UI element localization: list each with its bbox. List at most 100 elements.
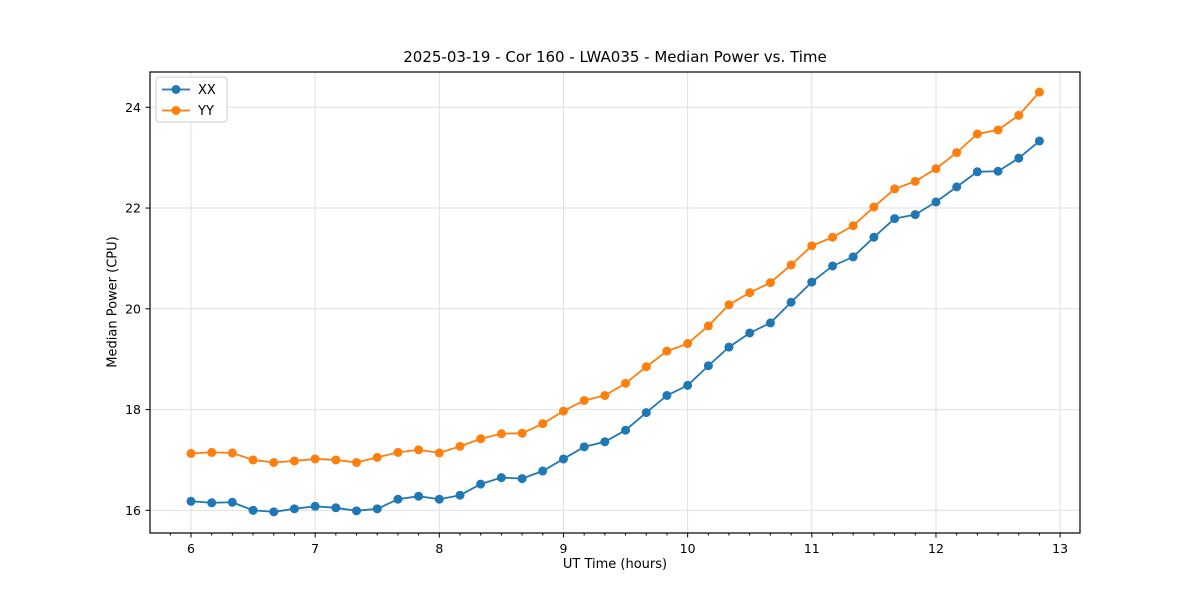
data-point: [558, 406, 568, 416]
data-point: [579, 442, 589, 452]
legend-box: [155, 76, 228, 123]
tick-labels: 6 7 8 9 10 11 12 13 16 18 20 22 24: [125, 100, 1068, 556]
data-point: [414, 491, 424, 501]
data-point: [227, 448, 237, 458]
data-point: [807, 241, 817, 251]
data-point: [662, 390, 672, 400]
data-point: [807, 277, 817, 287]
data-point: [641, 362, 651, 372]
data-point: [683, 380, 693, 390]
legend-item-YY: YY: [162, 104, 214, 119]
data-point: [641, 408, 651, 418]
y-axis-label: Median Power (CPU): [105, 236, 121, 368]
data-point: [600, 390, 610, 400]
data-point: [207, 447, 217, 457]
data-point: [517, 474, 527, 484]
data-point: [724, 342, 734, 352]
x-tick-label: 13: [1052, 541, 1068, 556]
x-tick-label: 7: [311, 541, 319, 556]
data-point: [745, 328, 755, 338]
data-point: [972, 167, 982, 177]
data-point: [931, 164, 941, 174]
data-point: [828, 232, 838, 242]
data-point: [848, 221, 858, 231]
data-point: [186, 496, 196, 506]
data-point: [538, 419, 548, 429]
series-YY: [186, 87, 1044, 467]
data-point: [890, 214, 900, 224]
y-tick-label: 24: [125, 100, 141, 115]
y-tick-label: 20: [125, 301, 141, 316]
data-point: [621, 378, 631, 388]
data-point: [765, 318, 775, 328]
data-point: [393, 447, 403, 457]
data-point: [1014, 110, 1024, 120]
data-point: [869, 202, 879, 212]
data-point: [476, 434, 486, 444]
data-point: [414, 445, 424, 455]
data-point: [662, 346, 672, 356]
data-point: [683, 339, 693, 349]
data-point: [434, 448, 444, 458]
data-point: [538, 466, 548, 476]
data-point: [1014, 153, 1024, 163]
data-point: [931, 197, 941, 207]
data-point: [765, 278, 775, 288]
data-point: [310, 454, 320, 464]
data-point: [496, 429, 506, 439]
x-axis-label: UT Time (hours): [562, 557, 668, 572]
y-tick-label: 18: [125, 402, 141, 417]
data-point: [952, 148, 962, 158]
data-point: [207, 498, 217, 508]
data-point: [1034, 136, 1044, 146]
chart-title: 2025-03-19 - Cor 160 - LWA035 - Median P…: [403, 48, 827, 66]
data-point: [269, 507, 279, 517]
legend-marker: [171, 85, 181, 94]
series-XX: [186, 136, 1044, 517]
data-point: [476, 479, 486, 489]
data-point: [351, 506, 361, 516]
y-tick-label: 16: [125, 503, 141, 518]
data-point: [745, 288, 755, 298]
data-point: [289, 504, 299, 514]
data-point: [496, 473, 506, 483]
data-point: [558, 454, 568, 464]
data-point: [227, 497, 237, 507]
data-point: [310, 501, 320, 511]
data-point: [289, 456, 299, 466]
data-point: [455, 490, 465, 500]
x-tick-label: 11: [804, 541, 820, 556]
x-tick-label: 9: [559, 541, 567, 556]
data-point: [972, 129, 982, 139]
data-point: [434, 494, 444, 504]
data-point: [848, 252, 858, 262]
data-point: [248, 505, 258, 515]
data-point: [455, 441, 465, 451]
plot-border: [149, 71, 1081, 534]
legend-marker: [171, 106, 181, 115]
data-point: [186, 448, 196, 458]
data-point: [993, 125, 1003, 135]
data-point: [724, 300, 734, 310]
data-point: [703, 361, 713, 371]
legend-label: XX: [198, 83, 216, 98]
axis-ticks: [145, 106, 1061, 538]
data-point: [331, 503, 341, 513]
data-point: [372, 452, 382, 462]
data-point: [890, 184, 900, 194]
data-point: [1034, 87, 1044, 97]
y-tick-label: 22: [125, 201, 141, 216]
data-point: [248, 455, 258, 465]
data-point: [910, 210, 920, 220]
data-point: [393, 494, 403, 504]
x-tick-label: 6: [187, 541, 195, 556]
data-point: [372, 504, 382, 514]
data-point: [786, 260, 796, 270]
data-point: [351, 457, 361, 467]
data-point: [331, 455, 341, 465]
data-point: [703, 321, 713, 331]
data-point: [517, 428, 527, 438]
legend-item-XX: XX: [162, 83, 216, 98]
data-point: [993, 166, 1003, 176]
